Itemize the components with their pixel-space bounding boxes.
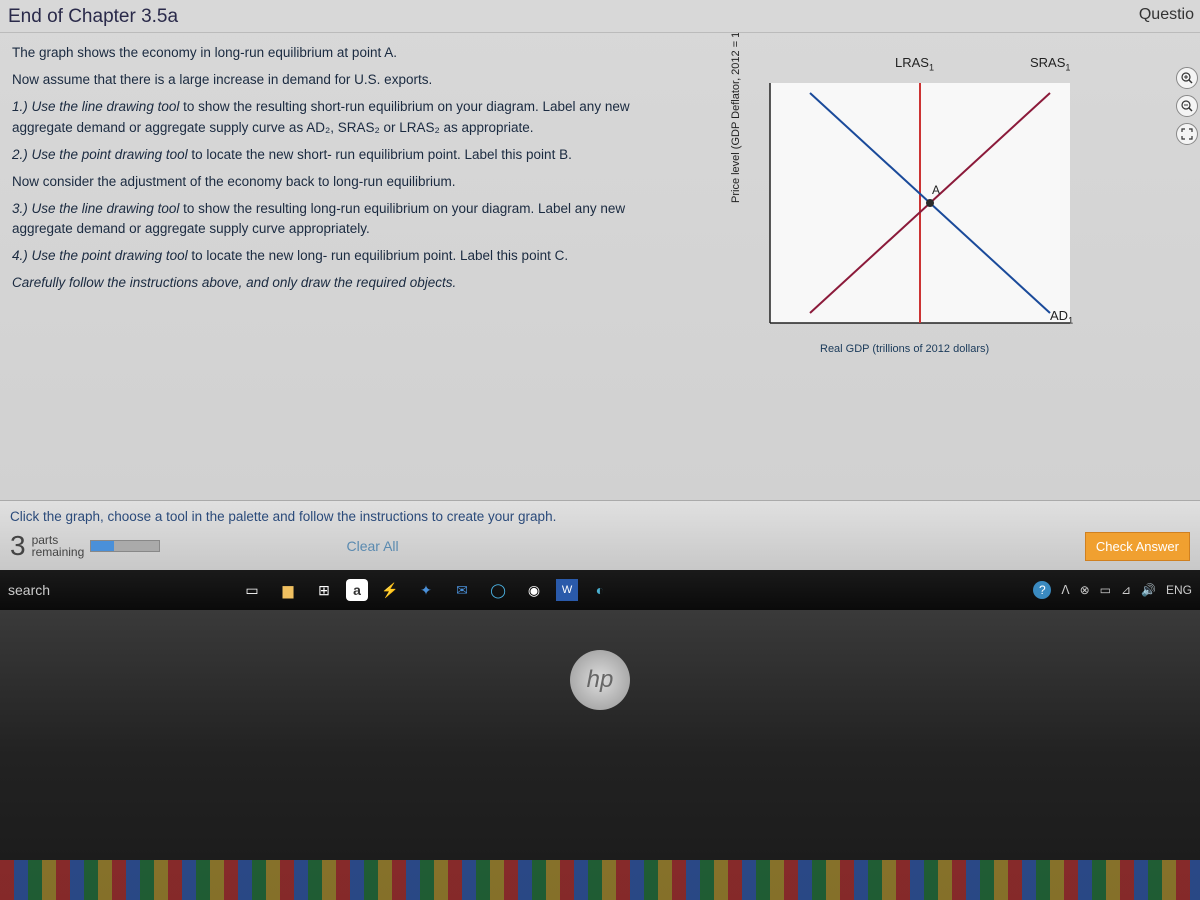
- instruction-intro-2: Now assume that there is a large increas…: [12, 70, 688, 91]
- page-title: End of Chapter 3.5a: [8, 6, 178, 27]
- x-axis-label: Real GDP (trillions of 2012 dollars): [820, 343, 989, 355]
- task-view-icon[interactable]: ▭: [238, 576, 266, 604]
- instruction-mid: Now consider the adjustment of the econo…: [12, 172, 688, 193]
- word-icon[interactable]: W: [556, 579, 578, 601]
- windows-taskbar[interactable]: search ▭ ▆ ⊞ a ⚡ ✦ ✉ ◯ ◉ W ◐ ? ᐱ ⊗ ▭ ⊿ 🔊…: [0, 570, 1200, 610]
- battery-icon[interactable]: ▭: [1100, 583, 1111, 597]
- hp-logo: hp: [570, 650, 630, 710]
- tray-icon-1[interactable]: ⊗: [1080, 583, 1090, 597]
- zoom-in-button[interactable]: [1176, 67, 1198, 89]
- instruction-step-4: 4.) Use the point drawing tool to locate…: [12, 246, 688, 267]
- language-indicator[interactable]: ENG: [1166, 583, 1192, 597]
- keyboard-strip: [0, 860, 1200, 900]
- chevron-up-icon[interactable]: ᐱ: [1061, 583, 1069, 597]
- expand-icon: [1181, 128, 1193, 140]
- step2-rest: to locate the new short- run equilibrium…: [188, 147, 572, 162]
- app-icon-1[interactable]: ⚡: [376, 576, 404, 604]
- question-nav[interactable]: Questio: [1139, 6, 1194, 24]
- chrome-icon[interactable]: ◉: [520, 576, 548, 604]
- instructions-panel: The graph shows the economy in long-run …: [0, 33, 700, 500]
- instruction-intro-1: The graph shows the economy in long-run …: [12, 43, 688, 64]
- step4-rest: to locate the new long- run equilibrium …: [188, 248, 568, 263]
- instruction-step-2: 2.) Use the point drawing tool to locate…: [12, 145, 688, 166]
- clear-all-button[interactable]: Clear All: [347, 538, 399, 554]
- zoom-out-icon: [1181, 100, 1193, 112]
- ad-label: AD1: [1050, 308, 1073, 326]
- chart-canvas[interactable]: [760, 73, 1080, 333]
- taskbar-search[interactable]: search: [8, 582, 50, 598]
- edge-icon[interactable]: ◐: [586, 576, 614, 604]
- zoom-in-icon: [1181, 72, 1193, 84]
- step2-tool: 2.) Use the point drawing tool: [12, 147, 188, 162]
- help-tray-icon[interactable]: ?: [1033, 581, 1051, 599]
- wifi-icon[interactable]: ⊿: [1121, 583, 1131, 597]
- progress-bar: [90, 540, 160, 552]
- store-icon[interactable]: ⊞: [310, 576, 338, 604]
- sras-label: SRAS1: [1030, 55, 1070, 73]
- step4-tool: 4.) Use the point drawing tool: [12, 248, 188, 263]
- volume-icon[interactable]: 🔊: [1141, 583, 1156, 597]
- lras-label: LRAS1: [895, 55, 934, 73]
- parts-count: 3: [10, 530, 26, 562]
- file-explorer-icon[interactable]: ▆: [274, 576, 302, 604]
- parts-remaining: 3 parts remaining: [10, 530, 160, 562]
- dropbox-icon[interactable]: ✦: [412, 576, 440, 604]
- instruction-step-3: 3.) Use the line drawing tool to show th…: [12, 199, 688, 241]
- graph-area[interactable]: Price level (GDP Deflator, 2012 = 100) R…: [700, 33, 1200, 500]
- instruction-step-1: 1.) Use the line drawing tool to show th…: [12, 97, 688, 139]
- y-axis-label: Price level (GDP Deflator, 2012 = 100): [730, 33, 742, 203]
- instruction-careful: Carefully follow the instructions above,…: [12, 273, 688, 294]
- amazon-icon[interactable]: a: [346, 579, 368, 601]
- mail-icon[interactable]: ✉: [448, 576, 476, 604]
- check-answer-button[interactable]: Check Answer: [1085, 532, 1190, 561]
- parts-label-2: remaining: [32, 546, 85, 558]
- zoom-out-button[interactable]: [1176, 95, 1198, 117]
- point-a-label: A: [932, 183, 940, 197]
- fullscreen-button[interactable]: [1176, 123, 1198, 145]
- step3-tool: 3.) Use the line drawing tool: [12, 201, 179, 216]
- footer-hint: Click the graph, choose a tool in the pa…: [10, 509, 1190, 524]
- step1-tool: 1.) Use the line drawing tool: [12, 99, 179, 114]
- cortana-icon[interactable]: ◯: [484, 576, 512, 604]
